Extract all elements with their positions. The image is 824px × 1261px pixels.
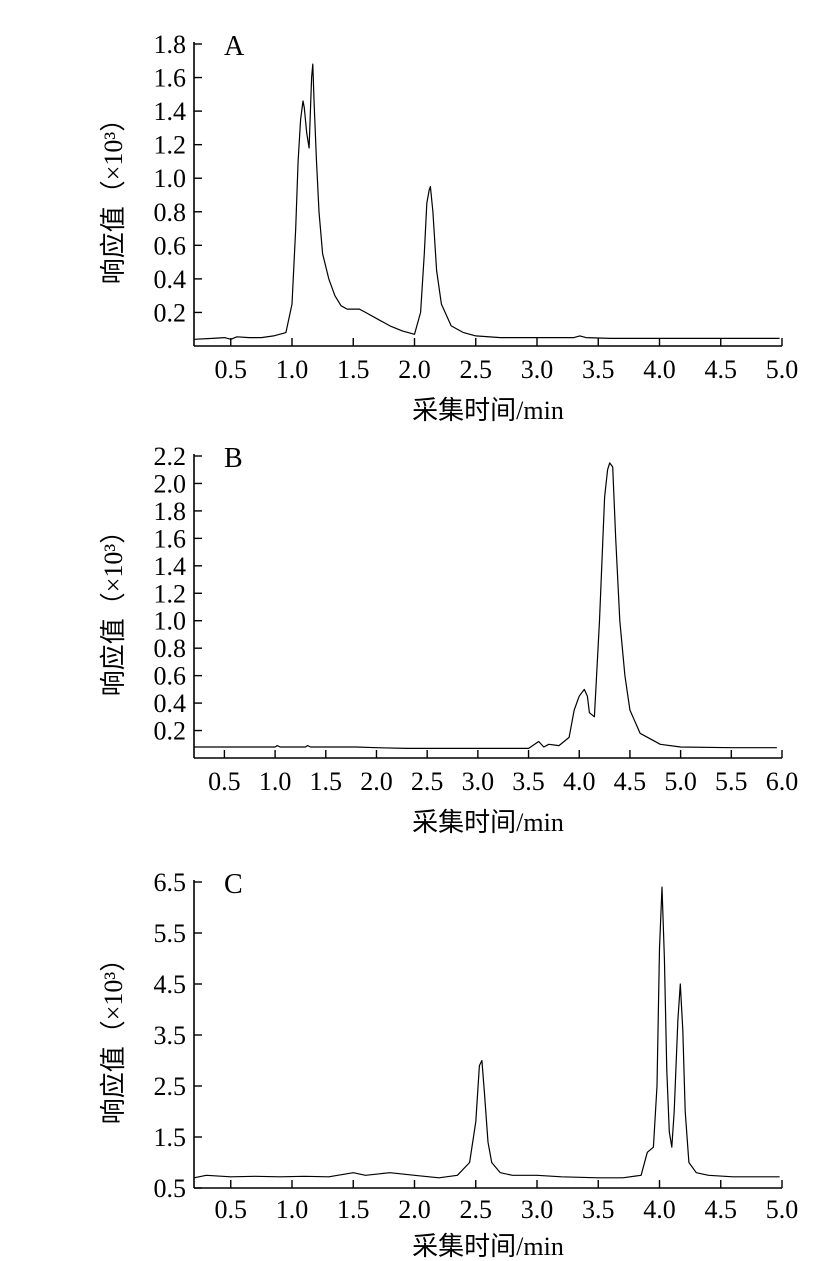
y-tick-label: 1.6 <box>154 524 187 553</box>
x-axis-title: 采集时间/min <box>412 808 564 837</box>
x-tick-label: 1.5 <box>310 767 343 796</box>
x-tick-label: 3.5 <box>512 767 545 796</box>
x-tick-label: 5.0 <box>766 355 799 384</box>
x-tick-label: 3.0 <box>521 355 554 384</box>
x-tick-label: 3.0 <box>521 1195 554 1224</box>
chromatogram-trace <box>193 63 780 340</box>
y-tick-label: 0.2 <box>154 298 187 327</box>
x-tick-label: 4.0 <box>563 767 596 796</box>
x-tick-label: 2.5 <box>411 767 444 796</box>
y-tick-label: 2.5 <box>154 1072 187 1101</box>
y-tick-label: 5.5 <box>154 919 187 948</box>
panel-label: A <box>224 31 245 62</box>
y-tick-label: 0.8 <box>154 198 187 227</box>
x-tick-label: 4.0 <box>643 1195 676 1224</box>
y-tick-label: 1.8 <box>154 30 187 59</box>
x-tick-label: 2.0 <box>360 767 393 796</box>
y-tick-label: 3.5 <box>154 1021 187 1050</box>
x-tick-label: 4.5 <box>614 767 647 796</box>
x-tick-label: 3.5 <box>582 355 615 384</box>
x-tick-label: 2.5 <box>460 355 493 384</box>
y-tick-label: 1.6 <box>154 64 187 93</box>
y-tick-label: 1.2 <box>154 579 187 608</box>
x-tick-label: 2.0 <box>398 355 431 384</box>
y-axis-title: 响应值（×10³） <box>99 518 128 696</box>
x-tick-label: 4.5 <box>705 355 738 384</box>
x-tick-label: 1.0 <box>276 355 309 384</box>
y-tick-label: 1.4 <box>154 97 187 126</box>
panel-label: C <box>224 869 243 900</box>
x-tick-label: 1.5 <box>337 1195 370 1224</box>
y-tick-label: 4.5 <box>154 970 187 999</box>
y-tick-label: 0.4 <box>154 265 187 294</box>
chart-panel-c: 0.5 1.0 1.5 2.0 2.5 3.0 3.5 4.0 4.5 5.0 0.5 1.5 2.5 3… <box>99 868 798 1261</box>
y-tick-label: 0.5 <box>154 1174 187 1203</box>
x-tick-label: 3.0 <box>462 767 495 796</box>
y-tick-label: 2.2 <box>154 442 187 471</box>
chromatogram-trace <box>194 462 777 749</box>
panel-label: B <box>224 443 243 474</box>
chart-panel-a: 0.5 1.0 1.5 2.0 2.5 3.0 3.5 4.0 4.5 5.0 0.2 0.4 0.6 0… <box>99 30 798 425</box>
y-tick-label: 0.6 <box>154 662 187 691</box>
x-tick-label: 4.0 <box>643 355 676 384</box>
x-tick-label: 4.5 <box>705 1195 738 1224</box>
x-tick-label: 5.0 <box>766 1195 799 1224</box>
x-tick-label: 5.0 <box>664 767 697 796</box>
x-tick-label: 0.5 <box>208 767 241 796</box>
y-tick-label: 0.6 <box>154 231 187 260</box>
y-axis-title: 响应值（×10³） <box>99 946 128 1124</box>
x-tick-label: 0.5 <box>215 1195 248 1224</box>
y-tick-label: 0.2 <box>154 717 187 746</box>
y-tick-label: 0.4 <box>154 689 187 718</box>
y-tick-label: 0.8 <box>154 634 187 663</box>
x-axis-title: 采集时间/min <box>412 1232 564 1261</box>
x-tick-label: 0.5 <box>215 355 248 384</box>
x-tick-label: 2.0 <box>398 1195 431 1224</box>
y-tick-label: 1.8 <box>154 497 187 526</box>
y-axis-title: 响应值（×10³） <box>99 106 128 284</box>
y-tick-label: 2.0 <box>154 469 187 498</box>
x-tick-label: 6.0 <box>766 767 799 796</box>
x-tick-label: 3.5 <box>582 1195 615 1224</box>
y-tick-label: 1.0 <box>154 164 187 193</box>
x-tick-label: 2.5 <box>460 1195 493 1224</box>
x-tick-label: 1.5 <box>337 355 370 384</box>
y-tick-label: 1.0 <box>154 607 187 636</box>
y-tick-label: 1.5 <box>154 1123 187 1152</box>
x-tick-label: 1.0 <box>276 1195 309 1224</box>
y-tick-label: 1.4 <box>154 552 187 581</box>
y-tick-label: 6.5 <box>154 868 187 897</box>
chart-panel-b: 0.5 1.0 1.5 2.0 2.5 3.0 3.5 4.0 4.5 5.0 5.5 6.00.20… <box>99 442 798 837</box>
x-axis-title: 采集时间/min <box>412 396 564 425</box>
x-tick-label: 1.0 <box>259 767 292 796</box>
x-tick-label: 5.5 <box>715 767 748 796</box>
chromatogram-trace <box>193 886 780 1179</box>
y-tick-label: 1.2 <box>154 131 187 160</box>
